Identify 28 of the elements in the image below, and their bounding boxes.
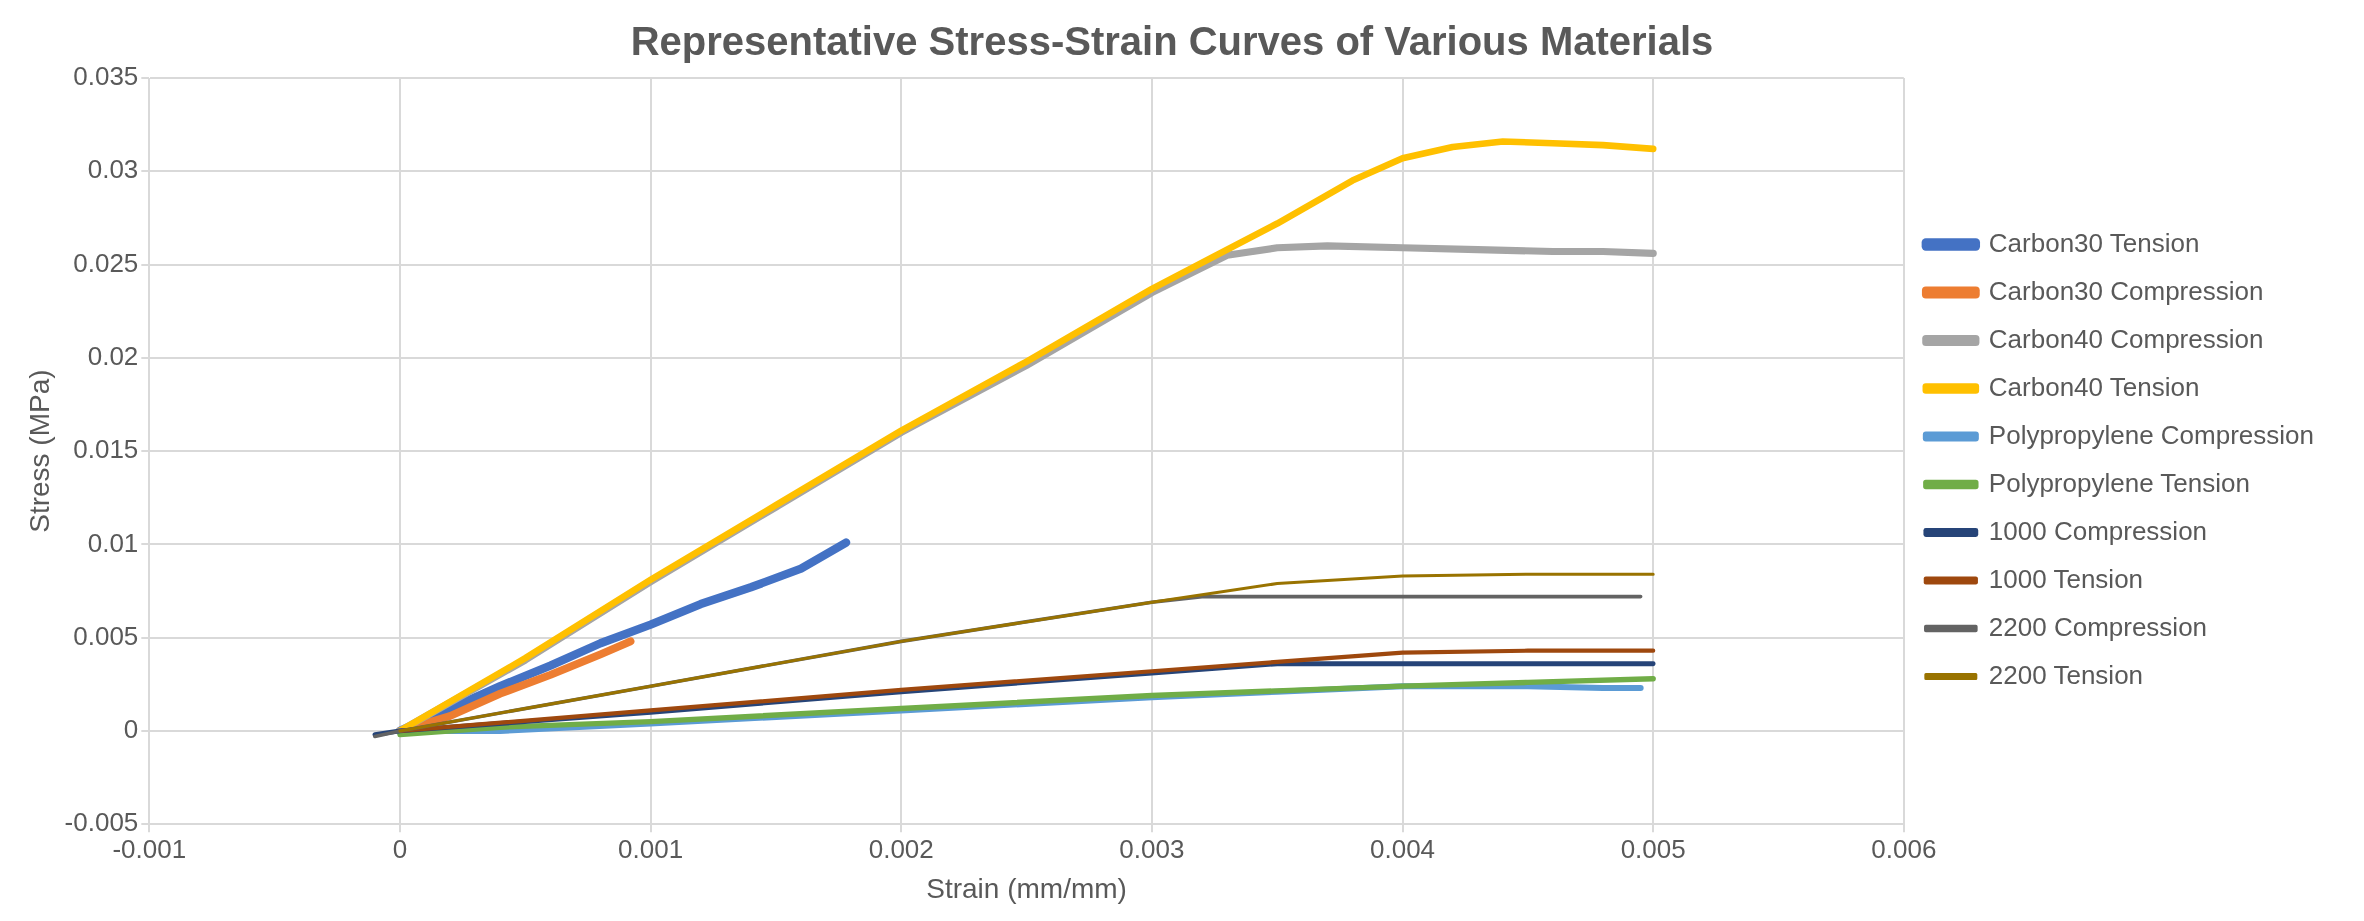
legend-label: 2200 Compression xyxy=(1988,611,2208,642)
y-tick-label: 0.035 xyxy=(73,61,139,92)
x-tick-label: 0.006 xyxy=(1871,833,1937,864)
legend-label: 1000 Tension xyxy=(1988,563,2144,594)
y-tick-label: 0.015 xyxy=(73,434,139,465)
x-tick-label: 0.005 xyxy=(1620,833,1686,864)
y-axis-title: Stress (MPa) xyxy=(23,369,55,533)
y-tick-label: 0.02 xyxy=(87,341,139,371)
legend-label: Polypropylene Compression xyxy=(1988,419,2315,450)
y-tick-label: 0.025 xyxy=(73,247,139,278)
x-tick-label: 0.003 xyxy=(1119,833,1185,864)
y-tick-label: 0.03 xyxy=(87,154,139,185)
y-tick-label: 0 xyxy=(123,714,139,745)
legend-label: Carbon40 Tension xyxy=(1988,371,2200,402)
legend-label: Polypropylene Tension xyxy=(1988,467,2250,498)
x-tick-label: 0.004 xyxy=(1370,833,1436,864)
legend-label: 2200 Tension xyxy=(1988,659,2144,690)
y-tick-label: 0.01 xyxy=(87,527,139,558)
legend-label: Carbon30 Compression xyxy=(1988,275,2264,306)
legend-label: 1000 Compression xyxy=(1988,515,2208,546)
x-tick-label: 0 xyxy=(392,833,408,864)
legend-label: Carbon30 Tension xyxy=(1988,227,2200,258)
chart-title: Representative Stress-Strain Curves of Various Materials xyxy=(630,19,1714,64)
legend-label: Carbon40 Compression xyxy=(1988,323,2264,354)
y-tick-label: 0.005 xyxy=(73,620,139,651)
x-tick-label: 0.002 xyxy=(868,833,934,864)
x-tick-label: 0.001 xyxy=(618,833,684,864)
x-axis-title: Strain (mm/mm) xyxy=(926,872,1127,904)
